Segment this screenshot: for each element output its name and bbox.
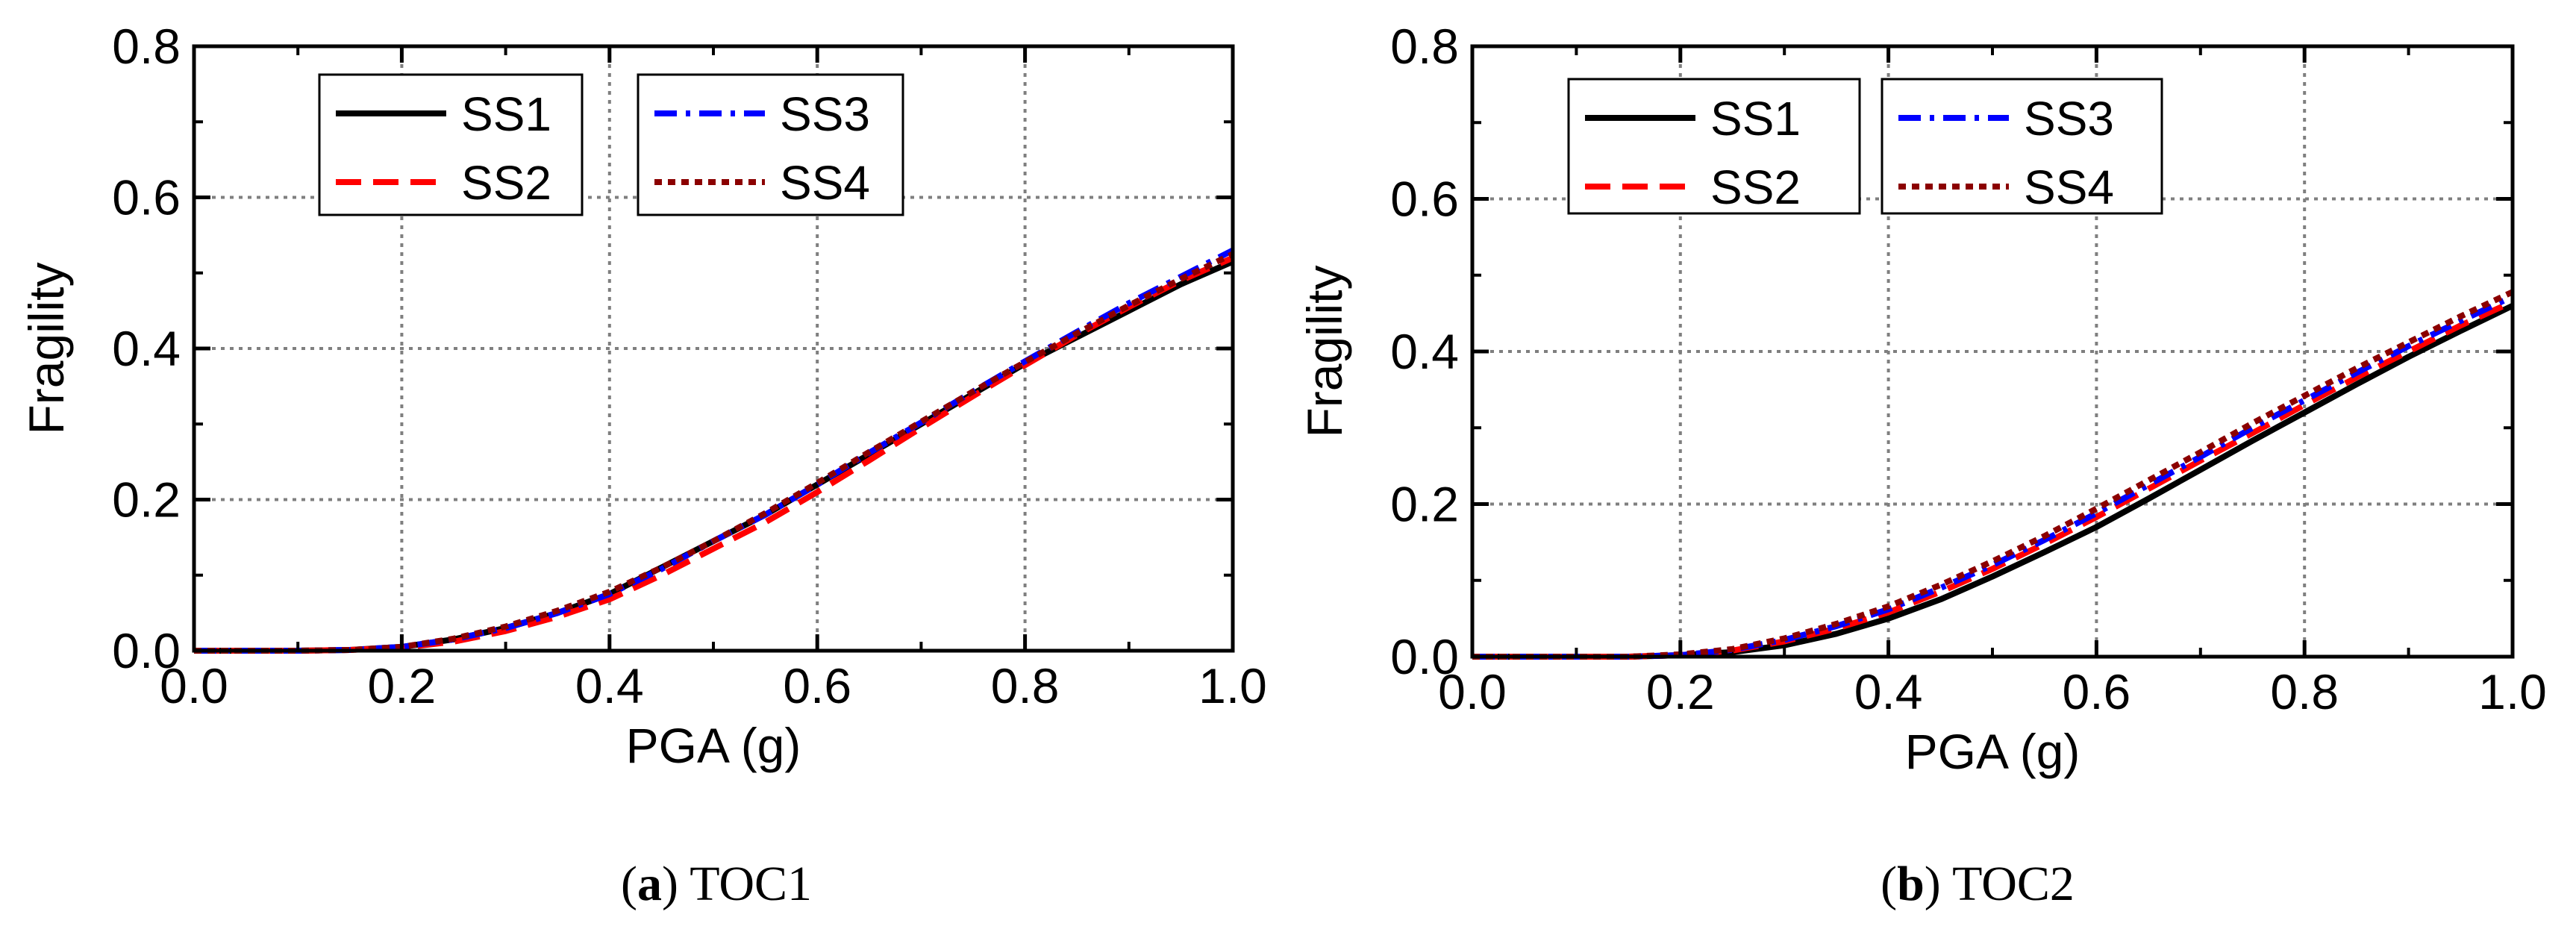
- x-tick-label: 1.0: [1198, 658, 1267, 713]
- x-tick-label: 0.6: [2063, 664, 2131, 719]
- y-axis-label: Fragility: [1297, 265, 1352, 437]
- y-tick-label: 0.4: [112, 321, 181, 376]
- x-axis-label: PGA (g): [1905, 724, 2081, 779]
- legend-label-ss3: SS3: [2024, 92, 2114, 146]
- series-line-ss4: [1472, 289, 2514, 660]
- x-tick-label: 0.2: [368, 658, 437, 713]
- series-line-ss3: [194, 247, 1234, 654]
- legend-label-ss3: SS3: [780, 87, 870, 141]
- y-tick-label: 0.2: [112, 472, 181, 528]
- y-tick-label: 0.0: [1390, 629, 1459, 684]
- caption-a: (a) TOC1: [620, 857, 813, 911]
- x-tick-label: 0.0: [160, 658, 228, 713]
- caption-b-letter: b: [1897, 857, 1925, 911]
- y-tick-label: 0.6: [1390, 172, 1459, 227]
- y-tick-label: 0.4: [1390, 324, 1459, 379]
- chart-toc2: 0.0 0.2 0.4 0.6 0.8 1.0 0.0 0.2 0.4 0.6 0.8 PGA (g)…: [1297, 19, 2547, 779]
- caption-a-letter: a: [637, 857, 662, 911]
- x-tick-label: 0.8: [991, 658, 1060, 713]
- x-tick-label: 0.0: [1438, 664, 1507, 719]
- caption-a-text: TOC1: [690, 857, 813, 911]
- y-tick-label: 0.0: [112, 623, 181, 678]
- caption-b: (b) TOC2: [1881, 857, 2075, 911]
- legend-box: [637, 73, 904, 216]
- y-tick-label: 0.2: [1390, 477, 1459, 532]
- caption-b-text: TOC2: [1952, 857, 2075, 911]
- legend-label-ss1: SS1: [1710, 92, 1801, 146]
- series-line-ss1: [194, 258, 1234, 654]
- legend-label-ss2: SS2: [461, 156, 551, 210]
- x-tick-label: 0.6: [783, 658, 851, 713]
- series-line-ss2: [194, 254, 1234, 654]
- x-tick-label: 0.8: [2270, 664, 2339, 719]
- legend-box: [1881, 78, 2163, 215]
- x-tick-label: 1.0: [2478, 664, 2547, 719]
- x-tick-label: 0.4: [1854, 664, 1923, 719]
- series-line-ss4: [194, 251, 1234, 654]
- legend-label-ss2: SS2: [1710, 160, 1801, 214]
- x-tick-label: 0.4: [575, 658, 644, 713]
- legend-label-ss1: SS1: [461, 87, 551, 141]
- legend-label-ss4: SS4: [2024, 160, 2114, 214]
- y-axis-label: Fragility: [19, 262, 74, 434]
- legend-box: [318, 73, 584, 216]
- y-tick-label: 0.6: [112, 170, 181, 225]
- chart-toc1: 0.0 0.2 0.4 0.6 0.8 1.0 0.0 0.2 0.4 0.6 0.8 PGA (g)…: [19, 19, 1267, 773]
- series-line-ss2: [1472, 298, 2514, 660]
- x-axis-label: PGA (g): [626, 718, 801, 773]
- legend-label-ss4: SS4: [780, 156, 870, 210]
- legend-box: [1567, 78, 1861, 215]
- y-tick-label: 0.8: [1390, 19, 1459, 74]
- series-line-ss1: [1472, 303, 2514, 660]
- x-tick-label: 0.2: [1646, 664, 1715, 719]
- y-tick-label: 0.8: [112, 19, 181, 74]
